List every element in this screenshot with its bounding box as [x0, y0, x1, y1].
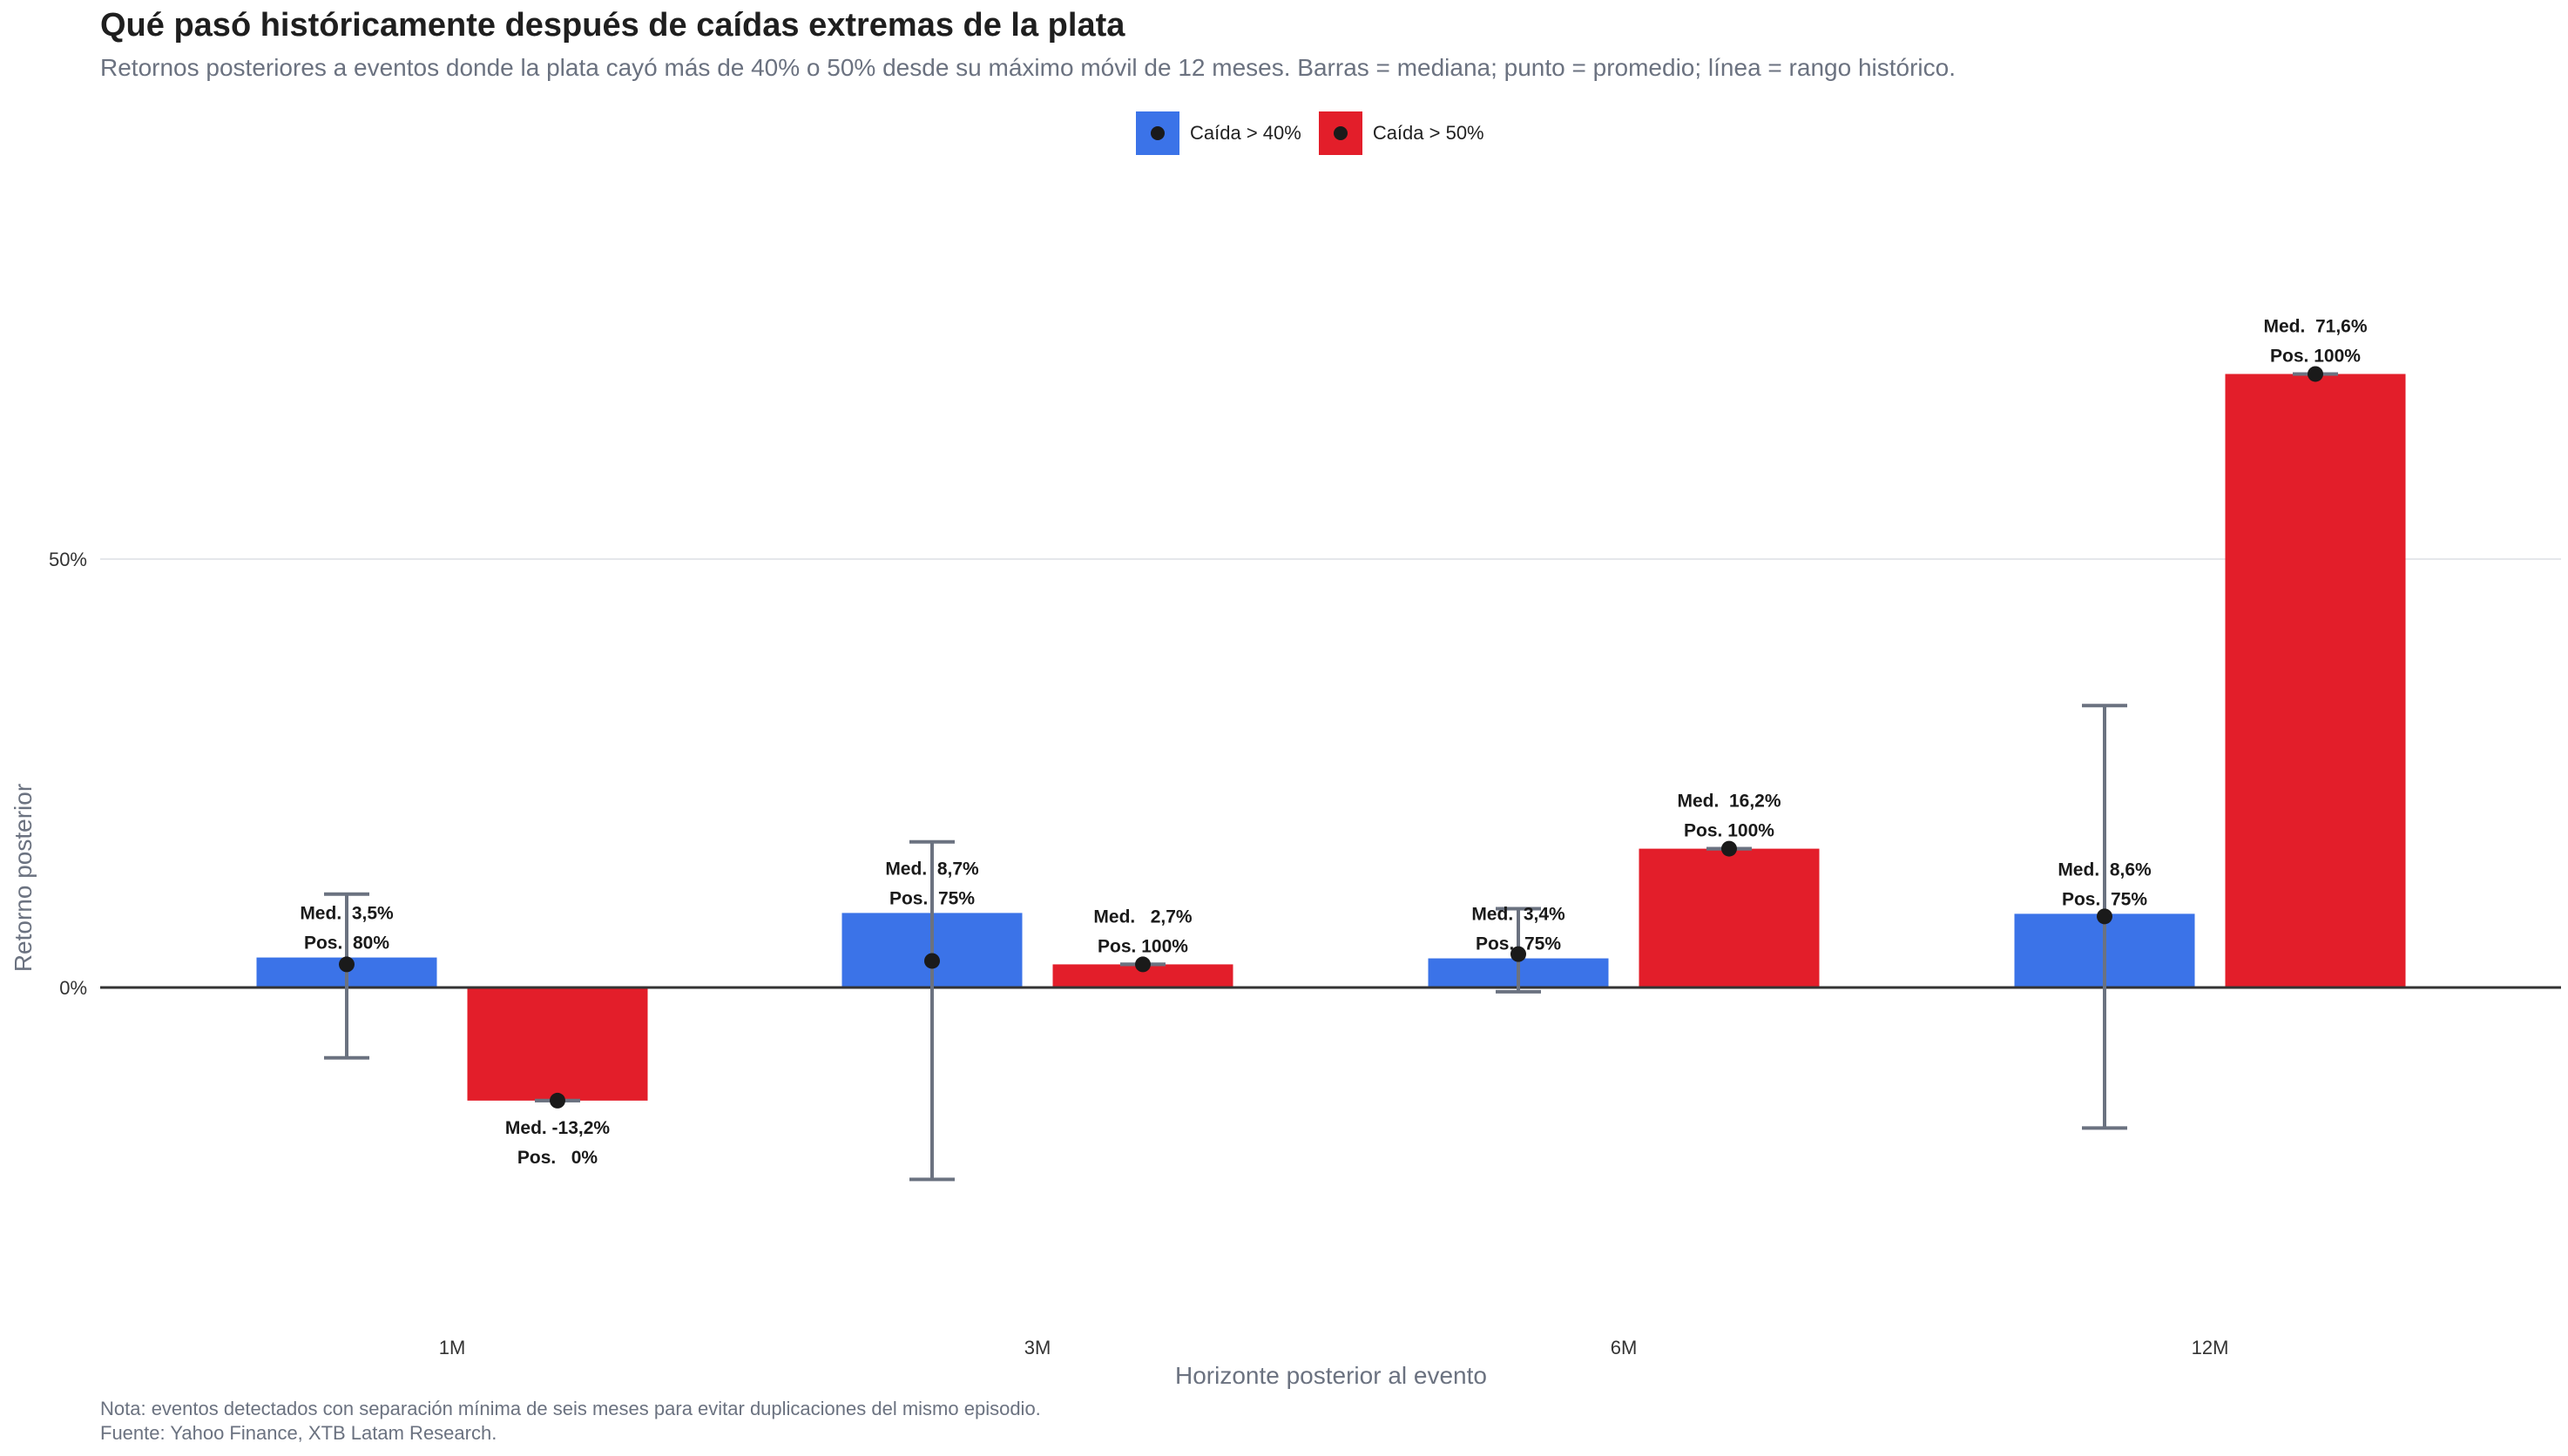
data-label-med-s1-1M: Med. -13,2%	[505, 1118, 611, 1138]
data-label-pos-s1-12M: Pos. 100%	[2270, 346, 2361, 366]
mean-point-s0-12M	[2097, 908, 2112, 925]
data-label-med-s0-3M: Med. 8,7%	[885, 859, 979, 879]
mean-point-s0-1M	[339, 956, 355, 973]
data-label-med-s0-12M: Med. 8,6%	[2058, 859, 2152, 880]
legend-label-drop40: Caída > 40%	[1190, 122, 1301, 144]
legend-label-drop50: Caída > 50%	[1372, 122, 1484, 144]
x-tick-label-3M: 3M	[1024, 1337, 1051, 1358]
data-label-pos-s0-6M: Pos. 75%	[1476, 934, 1561, 954]
data-label-pos-s0-3M: Pos. 75%	[889, 888, 975, 908]
legend-item-drop40: Caída > 40%	[1136, 111, 1301, 155]
chart-title: Qué pasó históricamente después de caída…	[100, 7, 1125, 44]
data-label-pos-s1-3M: Pos. 100%	[1098, 936, 1188, 956]
mean-point-s0-6M	[1510, 946, 1526, 962]
legend-key-drop50	[1318, 111, 1362, 155]
legend-key-drop40	[1136, 111, 1179, 155]
data-label-pos-s0-12M: Pos. 75%	[2062, 889, 2147, 909]
bar-s1-6M	[1639, 848, 1820, 988]
mean-point-s1-3M	[1135, 956, 1151, 973]
x-tick-label-1M: 1M	[439, 1337, 466, 1358]
legend-item-drop50: Caída > 50%	[1318, 111, 1484, 155]
data-label-med-s0-1M: Med. 3,5%	[300, 904, 394, 924]
y-tick-label-1: 50%	[49, 549, 87, 570]
chart-caption: Nota: eventos detectados con separación …	[100, 1397, 1041, 1446]
data-label-pos-s0-1M: Pos. 80%	[304, 934, 389, 954]
x-tick-label-6M: 6M	[1611, 1337, 1638, 1358]
data-label-med-s1-12M: Med. 71,6%	[2263, 316, 2367, 336]
data-label-med-s1-6M: Med. 16,2%	[1677, 792, 1781, 812]
mean-point-s1-12M	[2308, 366, 2323, 382]
data-label-med-s1-3M: Med. 2,7%	[1093, 907, 1193, 927]
mean-point-s1-6M	[1721, 840, 1737, 857]
caption-note: Nota: eventos detectados con separación …	[100, 1398, 1041, 1419]
bar-s1-1M	[467, 988, 648, 1101]
y-tick-label-0: 0%	[59, 977, 87, 999]
data-label-pos-s1-6M: Pos. 100%	[1684, 821, 1774, 841]
data-label-med-s0-6M: Med. 3,4%	[1471, 905, 1565, 925]
chart-subtitle: Retornos posteriores a eventos donde la …	[100, 54, 1956, 81]
caption-source: Fuente: Yahoo Finance, XTB Latam Researc…	[100, 1422, 497, 1444]
legend: Caída > 40% Caída > 50%	[1136, 111, 1502, 155]
x-tick-label-12M: 12M	[2192, 1337, 2229, 1358]
mean-point-s0-3M	[924, 953, 940, 969]
x-axis-label: Horizonte posterior al evento	[1175, 1362, 1487, 1389]
bar-s1-12M	[2225, 374, 2406, 988]
data-label-pos-s1-1M: Pos. 0%	[517, 1148, 598, 1168]
mean-point-s1-1M	[550, 1092, 565, 1109]
y-axis-label: Retorno posterior	[10, 784, 37, 972]
